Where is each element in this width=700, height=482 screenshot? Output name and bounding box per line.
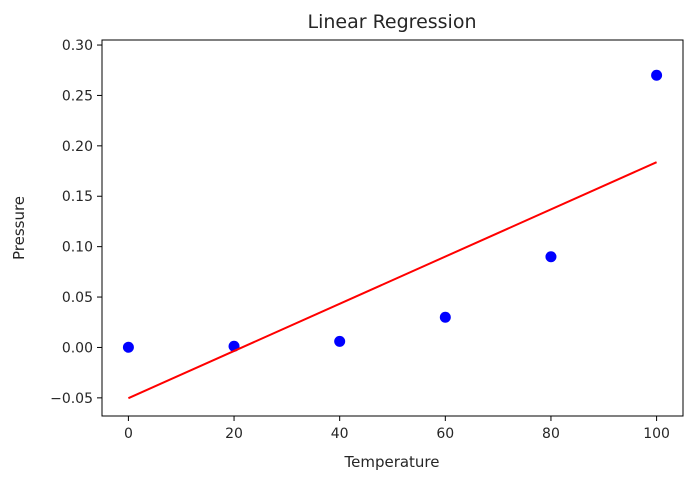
y-tick-label: 0.15 <box>62 189 93 205</box>
y-tick-label: 0.05 <box>62 290 93 306</box>
plot-frame <box>101 39 684 417</box>
x-tick-label: 0 <box>124 426 133 442</box>
y-tick-label: 0.25 <box>62 88 93 104</box>
x-tick-label: 40 <box>331 426 349 442</box>
regression-line <box>128 161 657 400</box>
x-tick-label: 80 <box>542 426 560 442</box>
data-point <box>545 251 557 263</box>
plot-area: 0 20 40 60 80 100 −0.05 0.00 0.05 0.10 0.15 0.20 0.… <box>50 38 684 442</box>
y-tick-label: 0.10 <box>62 240 93 256</box>
y-tick-label: 0.20 <box>62 139 93 155</box>
data-point <box>334 335 346 347</box>
y-tick-label: 0.00 <box>62 340 93 356</box>
data-point <box>122 341 134 353</box>
x-tick-label: 100 <box>643 426 670 442</box>
x-axis-ticks: 0 20 40 60 80 100 <box>124 416 670 442</box>
data-point <box>439 311 451 323</box>
x-axis-label: Temperature <box>343 453 439 471</box>
data-point <box>651 69 663 81</box>
series-layer <box>122 69 663 400</box>
x-tick-label: 60 <box>436 426 454 442</box>
y-tick-label: 0.30 <box>62 38 93 54</box>
y-tick-label: −0.05 <box>50 391 93 407</box>
y-axis-ticks: −0.05 0.00 0.05 0.10 0.15 0.20 0.25 0.30 <box>50 38 102 407</box>
x-tick-label: 20 <box>225 426 243 442</box>
y-axis-label: Pressure <box>10 196 28 260</box>
chart-title: Linear Regression <box>307 11 476 33</box>
